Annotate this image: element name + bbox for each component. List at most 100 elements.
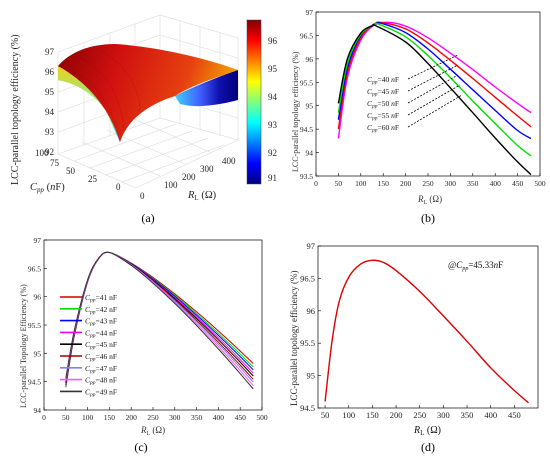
efficiency-surface xyxy=(57,44,239,143)
legend-entry: Cpp=55 nF xyxy=(367,111,399,122)
x-axis-label: RL (Ω) xyxy=(417,194,442,206)
y-tick: 25 xyxy=(88,174,98,184)
y-tick: 100 xyxy=(35,148,49,158)
x-axis-label: RL (Ω) xyxy=(140,425,165,437)
legend-leader xyxy=(407,94,463,128)
y-tick-label: 95.5 xyxy=(28,321,41,330)
panel-d: 50 100 150 200 250 300 350 400 450 94.5 95 95.5 96 96… xyxy=(289,241,539,454)
y-tick-label: 94.5 xyxy=(300,125,313,134)
colorbar-tick: 91 xyxy=(268,173,277,183)
ticks-c: 0 50 100 150 200 250 300 350 400 450 500 94 94.5 95 95… xyxy=(28,236,268,422)
x-tick-label: 500 xyxy=(256,413,268,422)
y-tick-label: 94 xyxy=(34,406,42,415)
z-axis-label: LCC-parallel topology efficiency (%) xyxy=(10,34,21,185)
x-tick-label: 250 xyxy=(422,179,434,188)
x-tick-label: 200 xyxy=(400,179,412,188)
series-line xyxy=(65,251,254,388)
plot-frame xyxy=(315,11,541,177)
series-line xyxy=(337,21,532,139)
x-tick: 300 xyxy=(200,164,214,174)
panel-c: 0 50 100 150 200 250 300 350 400 450 500 94 94.5 95 95… xyxy=(19,236,268,454)
x-tick-label: 300 xyxy=(437,410,450,420)
annotation: @Cpp=45.33nF xyxy=(448,260,503,272)
y-tick-label: 96.5 xyxy=(300,273,315,283)
y-tick: 0 xyxy=(116,182,121,192)
x-tick-label: 150 xyxy=(378,179,390,188)
x-tick-label: 450 xyxy=(508,410,521,420)
colorbar-tick: 95 xyxy=(268,64,278,74)
x-tick-label: 500 xyxy=(534,179,546,188)
legend-leader xyxy=(407,74,459,104)
legend-label: Cpp=43 nF xyxy=(85,317,117,328)
panel-label: (d) xyxy=(421,440,435,454)
legend-leader xyxy=(407,64,459,92)
colorbar-tick: 92 xyxy=(268,148,277,158)
x-tick-label: 450 xyxy=(235,413,247,422)
legend-leader xyxy=(407,54,459,80)
y-tick-label: 97 xyxy=(34,236,42,245)
legend-entry: Cpp=50 nF xyxy=(367,99,399,110)
series-line xyxy=(65,251,254,390)
x-tick-label: 100 xyxy=(82,413,94,422)
x-tick-label: 100 xyxy=(342,410,355,420)
colorbar-tick: 93 xyxy=(268,120,278,130)
x-tick: 0 xyxy=(140,191,145,201)
y-tick-label: 97 xyxy=(306,8,314,17)
x-tick-label: 300 xyxy=(445,179,457,188)
x-tick-label: 0 xyxy=(42,413,46,422)
y-tick-label: 95 xyxy=(307,371,316,381)
x-tick-label: 50 xyxy=(335,179,343,188)
y-tick-label: 94 xyxy=(306,149,314,158)
series-line xyxy=(337,22,532,157)
series-line xyxy=(65,251,254,386)
y-tick-label: 95 xyxy=(306,102,314,111)
series-line xyxy=(324,259,529,404)
ticks-d: 50 100 150 200 250 300 350 400 450 94.5 95 95.5 96 96… xyxy=(300,241,521,420)
panel-a-ticks: 97 96 95 94 93 92 91 90 100 75 50 25 0 0… xyxy=(35,47,236,201)
x-tick-label: 450 xyxy=(512,179,524,188)
x-tick-label: 150 xyxy=(366,410,379,420)
x-tick-label: 250 xyxy=(413,410,426,420)
x-tick-label: 350 xyxy=(461,410,474,420)
y-axis-label: LCC-parallel topology efficiency (%) xyxy=(291,51,300,172)
series-line xyxy=(337,21,532,130)
ticks-b: 0 50 100 150 200 250 300 350 400 450 500 93.5 94 94.5… xyxy=(300,8,546,188)
z-tick: 94 xyxy=(45,107,55,117)
legend-label: Cpp=41 nF xyxy=(85,293,117,304)
panel-a: 97 96 95 94 93 92 91 90 100 75 50 25 0 0… xyxy=(10,14,278,225)
legend-leader xyxy=(407,84,461,116)
y-axis-label: LCC-parallel topology efficiency (%) xyxy=(289,270,299,406)
y-tick-label: 93.5 xyxy=(300,172,313,181)
panel-label: (a) xyxy=(141,211,154,225)
panel-b: 0 50 100 150 200 250 300 350 400 450 500 93.5 94 94.5… xyxy=(291,8,546,225)
z-tick: 95 xyxy=(45,87,55,97)
y-tick-label: 96 xyxy=(307,306,316,316)
legend-label: Cpp=45 nF xyxy=(85,340,117,351)
x-axis-label: RL (Ω) xyxy=(413,425,441,437)
plot-d xyxy=(324,259,529,404)
series-line xyxy=(337,23,532,176)
x-tick-label: 200 xyxy=(126,413,138,422)
series-line xyxy=(65,251,254,384)
series-line xyxy=(65,251,254,383)
series-line xyxy=(65,251,254,386)
y-tick-label: 97 xyxy=(307,241,316,251)
legend-b: Cpp=40 nF Cpp=45 nF Cpp=50 nF Cpp=55 nF … xyxy=(367,54,463,134)
colorbar-tick: 96 xyxy=(268,36,278,46)
plot-c xyxy=(65,251,254,390)
y-tick-label: 95 xyxy=(34,349,42,358)
y-tick-label: 96 xyxy=(34,293,42,302)
series-line xyxy=(65,251,254,387)
z-tick: 96 xyxy=(45,67,55,77)
x-tick-label: 50 xyxy=(321,410,330,420)
legend-label: Cpp=49 nF xyxy=(85,387,117,398)
x-tick-label: 400 xyxy=(213,413,225,422)
x-tick-label: 0 xyxy=(314,179,318,188)
legend-label: Cpp=42 nF xyxy=(85,305,117,316)
y-tick-label: 94.5 xyxy=(300,403,315,413)
x-tick: 400 xyxy=(222,156,236,166)
surface-top xyxy=(58,44,238,142)
x-tick-label: 150 xyxy=(104,413,116,422)
colorbar-strip xyxy=(246,19,262,185)
